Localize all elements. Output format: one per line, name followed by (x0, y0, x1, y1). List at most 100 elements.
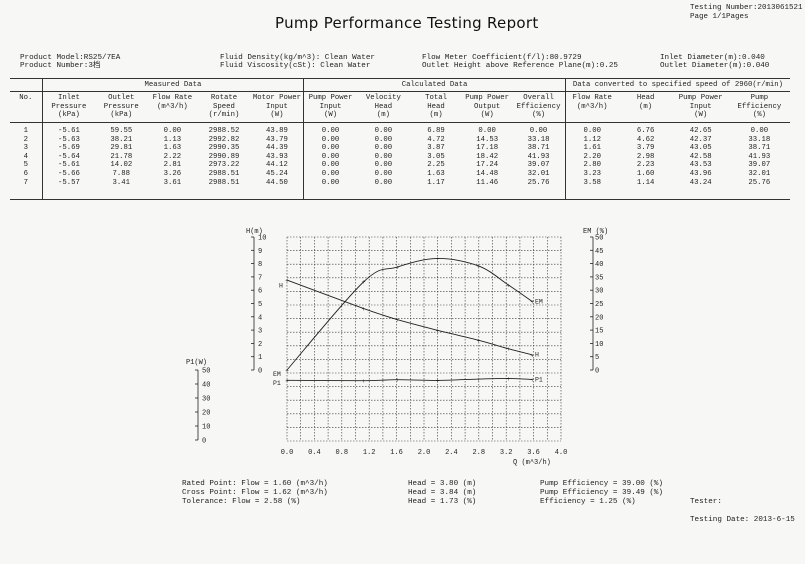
column-header: Outlet Pressure (kPa) (95, 91, 148, 123)
table-cell: 14.53 (476, 135, 499, 144)
column-unit: (%) (752, 111, 766, 120)
column-values: -5.61 -5.63 -5.69 -5.64 -5.61 -5.66 -5.57 (41, 122, 96, 200)
p1-axis-tick-label: 10 (202, 424, 210, 432)
data-point-em: + (285, 368, 289, 375)
h-axis-tick-label: 2 (258, 341, 262, 349)
data-point-p1: + (530, 377, 534, 384)
table-cell: 3.05 (427, 152, 445, 161)
table-cell: 43.24 (689, 178, 712, 187)
table-cell: 2973.22 (208, 161, 240, 170)
table-cell: 44.50 (265, 178, 288, 187)
outlet-diameter: Outlet Diameter(m):0.040 (660, 62, 770, 70)
column-values: 0.00 14.53 17.18 18.42 17.24 14.48 11.46 (462, 122, 513, 200)
column-header: Flow Rate (m^3/h) (564, 91, 619, 123)
column-header: Rotate Speed (r/min) (197, 91, 251, 123)
column-unit: (W) (270, 111, 284, 120)
table-cell: 3.79 (636, 144, 655, 153)
p1-axis-title: P1(W) (186, 359, 207, 367)
p1-axis-tick-label: 20 (202, 410, 210, 418)
column-name: Head (636, 94, 655, 102)
data-point-em: + (477, 264, 481, 271)
product-model: Product Model:RS25/7EA (20, 54, 121, 62)
em-axis-tick-label: 20 (595, 314, 603, 322)
table-cell: 39.07 (527, 161, 550, 170)
table-cell: 7 (23, 178, 28, 187)
x-axis-tick-label: 3.2 (500, 449, 513, 457)
table-cell: 0.00 (321, 135, 340, 144)
column-name: Pump Power Input (308, 94, 353, 111)
column-name: Flow Rate (152, 94, 193, 102)
column-unit: (m) (376, 111, 390, 120)
data-point-h: + (506, 346, 510, 353)
table-cell: 4.72 (427, 135, 445, 144)
em-axis-tick-label: 30 (595, 288, 603, 296)
em-curve-label-left: EM (273, 371, 281, 378)
column-header: Pump Efficiency (%) (728, 91, 790, 123)
outlet-height: Outlet Height above Reference Plane(m):0… (422, 62, 618, 70)
data-point-p1: + (436, 378, 440, 385)
table-cell: 2988.51 (208, 178, 240, 187)
tolerance-efficiency: Efficiency = 1.25 (%) (540, 498, 636, 506)
x-axis-title: Q (m^3/h) (513, 458, 551, 467)
column-values: 0.00 1.13 1.63 2.22 2.81 3.26 3.61 (147, 122, 198, 200)
table-cell: 0.00 (374, 152, 393, 161)
h-axis-tick-label: 7 (258, 274, 262, 282)
table-cell: 59.55 (110, 127, 133, 135)
column-name: Flow Rate (572, 94, 612, 102)
em-axis-tick-label: 5 (595, 354, 599, 362)
table-cell: 0.00 (374, 169, 393, 178)
em-axis-tick-label: 45 (595, 248, 603, 256)
table-cell: 7.88 (112, 169, 131, 178)
cross-head: Head = 3.84 (m) (408, 489, 477, 497)
rated-efficiency: Pump Efficiency = 39.00 (%) (540, 480, 664, 488)
column-unit: (W) (323, 111, 338, 120)
table-cell: 38.21 (110, 135, 133, 144)
table-cell: 1.14 (636, 178, 655, 187)
table-cell: 1 (23, 127, 28, 135)
table-cell: 2.23 (636, 161, 655, 170)
table-cell: 0.00 (321, 144, 340, 153)
data-point-p1: + (477, 377, 481, 384)
column-header: Total Head (m) (409, 91, 463, 123)
table-cell: 33.18 (748, 135, 771, 144)
em-axis-tick-label: 15 (595, 328, 603, 336)
table-cell: 42.37 (689, 135, 712, 144)
table-cell: 0.00 (321, 178, 340, 187)
column-name: Pump Power Input (678, 94, 723, 111)
table-cell: 29.81 (110, 144, 133, 153)
cross-point: Cross Point: Flow = 1.62 (m^3/h) (182, 489, 328, 497)
table-cell: 2988.52 (208, 127, 240, 135)
table-cell: 3 (23, 144, 28, 153)
table-cell: 4 (23, 152, 28, 161)
table-cell: 0.00 (478, 127, 496, 135)
table-cell: 32.01 (748, 169, 771, 178)
table-cell: 3.26 (163, 169, 182, 178)
table-cell: 0.00 (583, 127, 601, 135)
x-axis-tick-label: 0.8 (335, 449, 348, 457)
series-line-em (286, 258, 533, 371)
x-axis-tick-label: 2.0 (418, 449, 431, 457)
report-title: Pump Performance Testing Report (275, 14, 539, 32)
em-axis-tick-label: 40 (595, 261, 603, 269)
column-values: 0.00 1.12 1.61 2.20 2.80 3.23 3.58 (564, 122, 619, 200)
data-point-em: + (436, 256, 440, 263)
column-values: 42.65 42.37 43.05 42.58 43.53 43.96 43.24 (672, 122, 729, 200)
p1-axis-tick-label: 0 (202, 438, 206, 446)
column-name: Velocity Head (365, 94, 401, 111)
h-axis-tick-label: 9 (258, 248, 262, 256)
table-cell: 1.13 (163, 135, 182, 144)
p1-axis-tick-label: 40 (202, 382, 210, 390)
tolerance-head: Head = 1.73 (%) (408, 498, 477, 506)
table-cell: 44.12 (265, 161, 288, 170)
em-axis-title: EM (%) (583, 228, 608, 236)
table-cell: 43.79 (265, 135, 288, 144)
table-cell: 25.76 (527, 178, 550, 187)
column-header: Velocity Head (m) (356, 91, 410, 123)
tolerance: Tolerance: Flow = 2.58 (%) (182, 498, 301, 506)
column-name: Pump Efficiency (737, 94, 782, 111)
h-axis-title: H(m) (246, 228, 263, 236)
column-unit: (W) (694, 111, 708, 120)
column-header: Flow Rate (m^3/h) (147, 91, 198, 123)
table-cell: 2992.82 (208, 135, 240, 144)
table-cell: 2990.35 (208, 144, 240, 153)
